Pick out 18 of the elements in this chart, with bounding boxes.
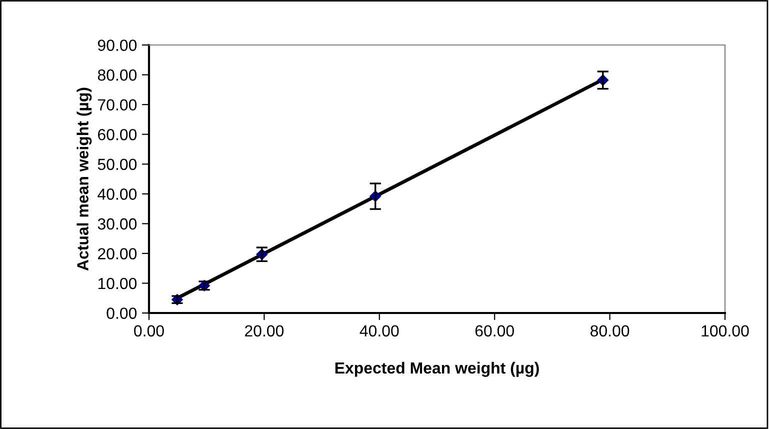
y-axis-title: Actual mean weight (µg) — [76, 88, 92, 271]
x-tick-label: 40.00 — [360, 325, 399, 337]
y-tick-label: 90.00 — [98, 40, 137, 51]
y-tick-label: 10.00 — [98, 278, 137, 290]
y-tick-label: 50.00 — [98, 158, 137, 170]
x-axis-title: Expected Mean weight (µg) — [335, 362, 539, 377]
x-tick-label: 80.00 — [590, 325, 630, 337]
y-tick-label: 80.00 — [98, 69, 137, 81]
y-tick-label: 60.00 — [98, 128, 137, 140]
x-tick-label: 0.00 — [134, 325, 164, 337]
y-tick-label: 70.00 — [98, 99, 137, 110]
y-tick-label: 20.00 — [98, 248, 137, 260]
y-tick-label: 40.00 — [98, 188, 137, 200]
x-tick-label: 60.00 — [475, 325, 514, 337]
y-tick-label: 30.00 — [98, 218, 137, 230]
x-tick-label: 100.00 — [702, 325, 749, 337]
y-tick-label: 0.00 — [106, 308, 137, 319]
x-tick-label: 20.00 — [245, 325, 284, 337]
